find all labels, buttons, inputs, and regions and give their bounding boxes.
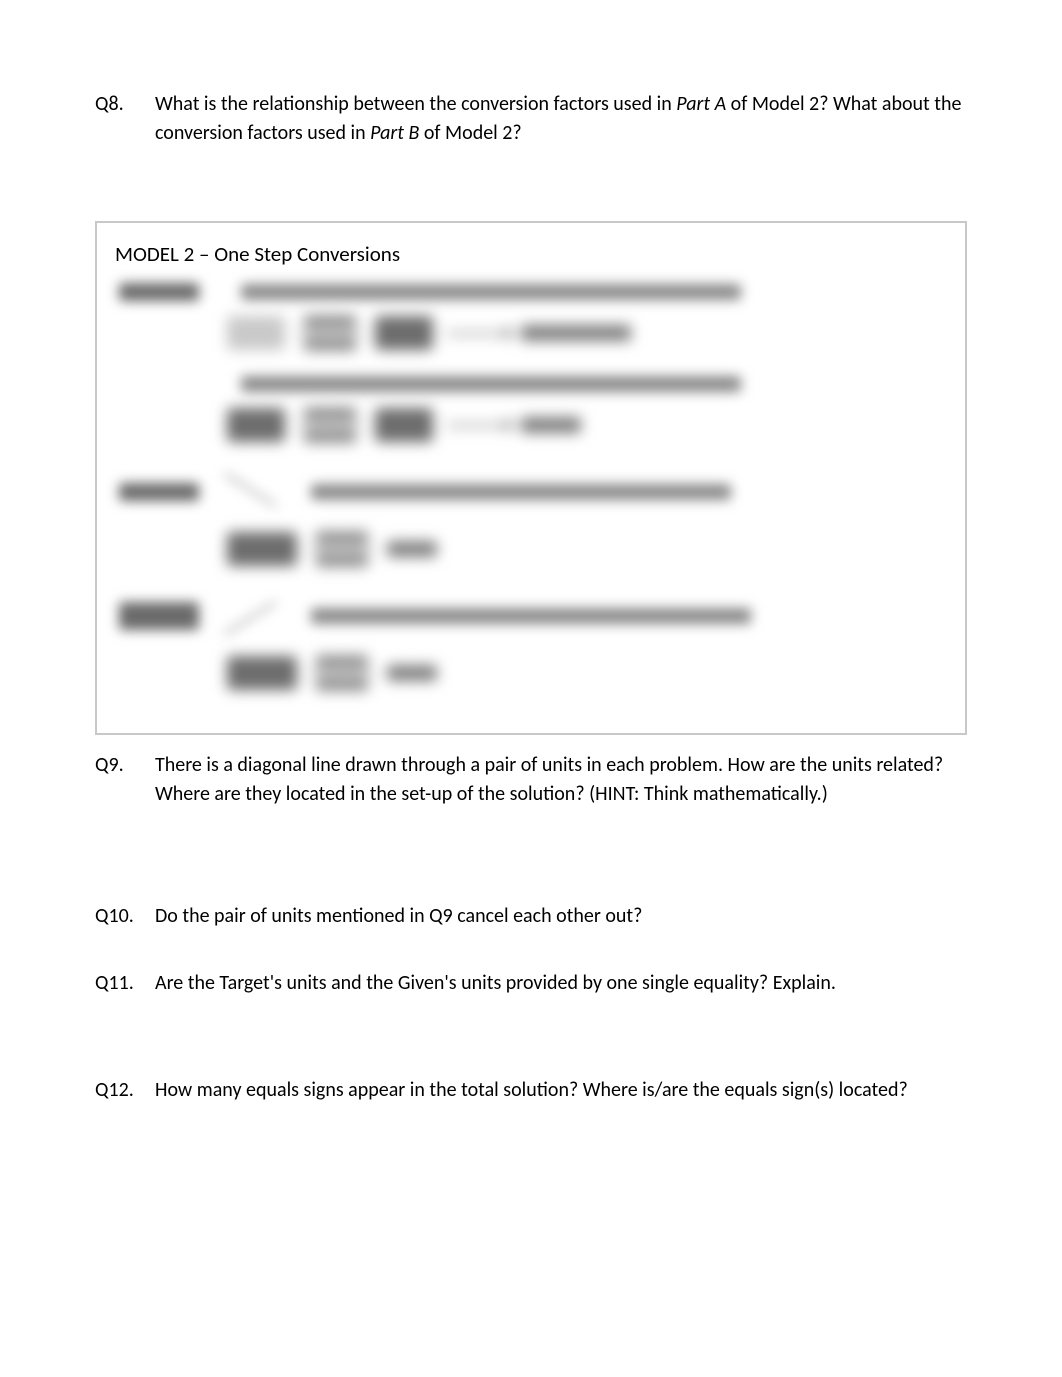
blurred-chip <box>227 408 285 442</box>
question-text: Do the pair of units mentioned in Q9 can… <box>155 902 967 931</box>
blurred-calc-row-2 <box>97 399 965 461</box>
spacer <box>95 1056 967 1076</box>
question-11: Q11. Are the Target's units and the Give… <box>95 969 967 998</box>
blurred-numerator <box>316 531 368 545</box>
question-9: Q9. There is a diagonal line drawn throu… <box>95 751 967 809</box>
blurred-heading-bar <box>241 284 741 300</box>
question-text: What is the relationship between the con… <box>155 90 967 148</box>
question-8: Q8. What is the relationship between the… <box>95 90 967 148</box>
blurred-denominator <box>316 677 368 691</box>
blurred-diagonal-arrow-icon <box>221 591 291 641</box>
blurred-fraction <box>311 531 373 567</box>
blurred-numerator <box>304 315 356 329</box>
blurred-fraction <box>299 315 361 351</box>
spacer <box>95 1016 967 1056</box>
blurred-fraction-bar <box>299 424 361 426</box>
blurred-heading-row-2 <box>97 369 965 399</box>
blurred-denominator <box>304 429 356 443</box>
blurred-calc-row-3 <box>97 523 965 585</box>
question-number: Q9. <box>95 751 155 809</box>
question-number: Q10. <box>95 902 155 931</box>
blurred-calc-row-4 <box>97 647 965 709</box>
blurred-result-label <box>521 325 631 341</box>
blurred-chip <box>227 316 285 350</box>
worksheet-page: Q8. What is the relationship between the… <box>0 0 1062 1183</box>
blurred-heading-row-4 <box>97 585 965 647</box>
question-12: Q12. How many equals signs appear in the… <box>95 1076 967 1105</box>
blurred-fraction-bar <box>299 332 361 334</box>
blurred-result-label <box>387 665 437 681</box>
model-2-box: MODEL 2 – One Step Conversions <box>95 221 967 735</box>
question-number: Q11. <box>95 969 155 998</box>
blurred-calc-row-1 <box>97 307 965 369</box>
blurred-fraction <box>311 655 373 691</box>
blurred-heading-bar <box>311 484 731 500</box>
question-text: There is a diagonal line drawn through a… <box>155 751 967 809</box>
blurred-chip <box>227 656 297 690</box>
question-text: How many equals signs appear in the tota… <box>155 1076 967 1105</box>
blurred-heading-row-3 <box>97 461 965 523</box>
blurred-numerator <box>304 407 356 421</box>
blurred-side-label <box>119 283 199 301</box>
blurred-denominator <box>304 337 356 351</box>
q8-seg-0: What is the relationship between the con… <box>155 92 676 116</box>
model-title: MODEL 2 – One Step Conversions <box>97 241 965 267</box>
blurred-numerator <box>316 655 368 669</box>
blurred-chip <box>375 408 433 442</box>
q8-seg-1: Part A <box>676 92 726 116</box>
q8-seg-4: of Model 2? <box>419 121 521 145</box>
blurred-arrow-icon <box>447 424 507 427</box>
blurred-denominator <box>316 553 368 567</box>
question-number: Q8. <box>95 90 155 148</box>
blurred-diagonal-arrow-icon <box>221 467 291 517</box>
blurred-fraction <box>299 407 361 443</box>
blurred-side-label <box>119 483 199 501</box>
blurred-arrow-icon <box>447 332 507 335</box>
blurred-heading-row-1 <box>97 277 965 307</box>
blurred-chip <box>227 532 297 566</box>
blurred-fraction-bar <box>311 672 373 674</box>
q8-seg-3: Part B <box>370 121 419 145</box>
blurred-heading-bar <box>311 608 751 624</box>
blurred-heading-bar <box>241 376 741 392</box>
blurred-fraction-bar <box>311 548 373 550</box>
blurred-chip <box>375 316 433 350</box>
blurred-side-label-empty <box>119 375 199 393</box>
question-10: Q10. Do the pair of units mentioned in Q… <box>95 902 967 931</box>
spacer <box>95 827 967 882</box>
spacer <box>95 949 967 969</box>
spacer <box>95 882 967 902</box>
spacer <box>95 166 967 221</box>
blurred-side-label <box>119 602 199 630</box>
question-number: Q12. <box>95 1076 155 1105</box>
question-text: Are the Target's units and the Given's u… <box>155 969 967 998</box>
blurred-result-label <box>521 417 581 433</box>
blurred-result-label <box>387 541 437 557</box>
